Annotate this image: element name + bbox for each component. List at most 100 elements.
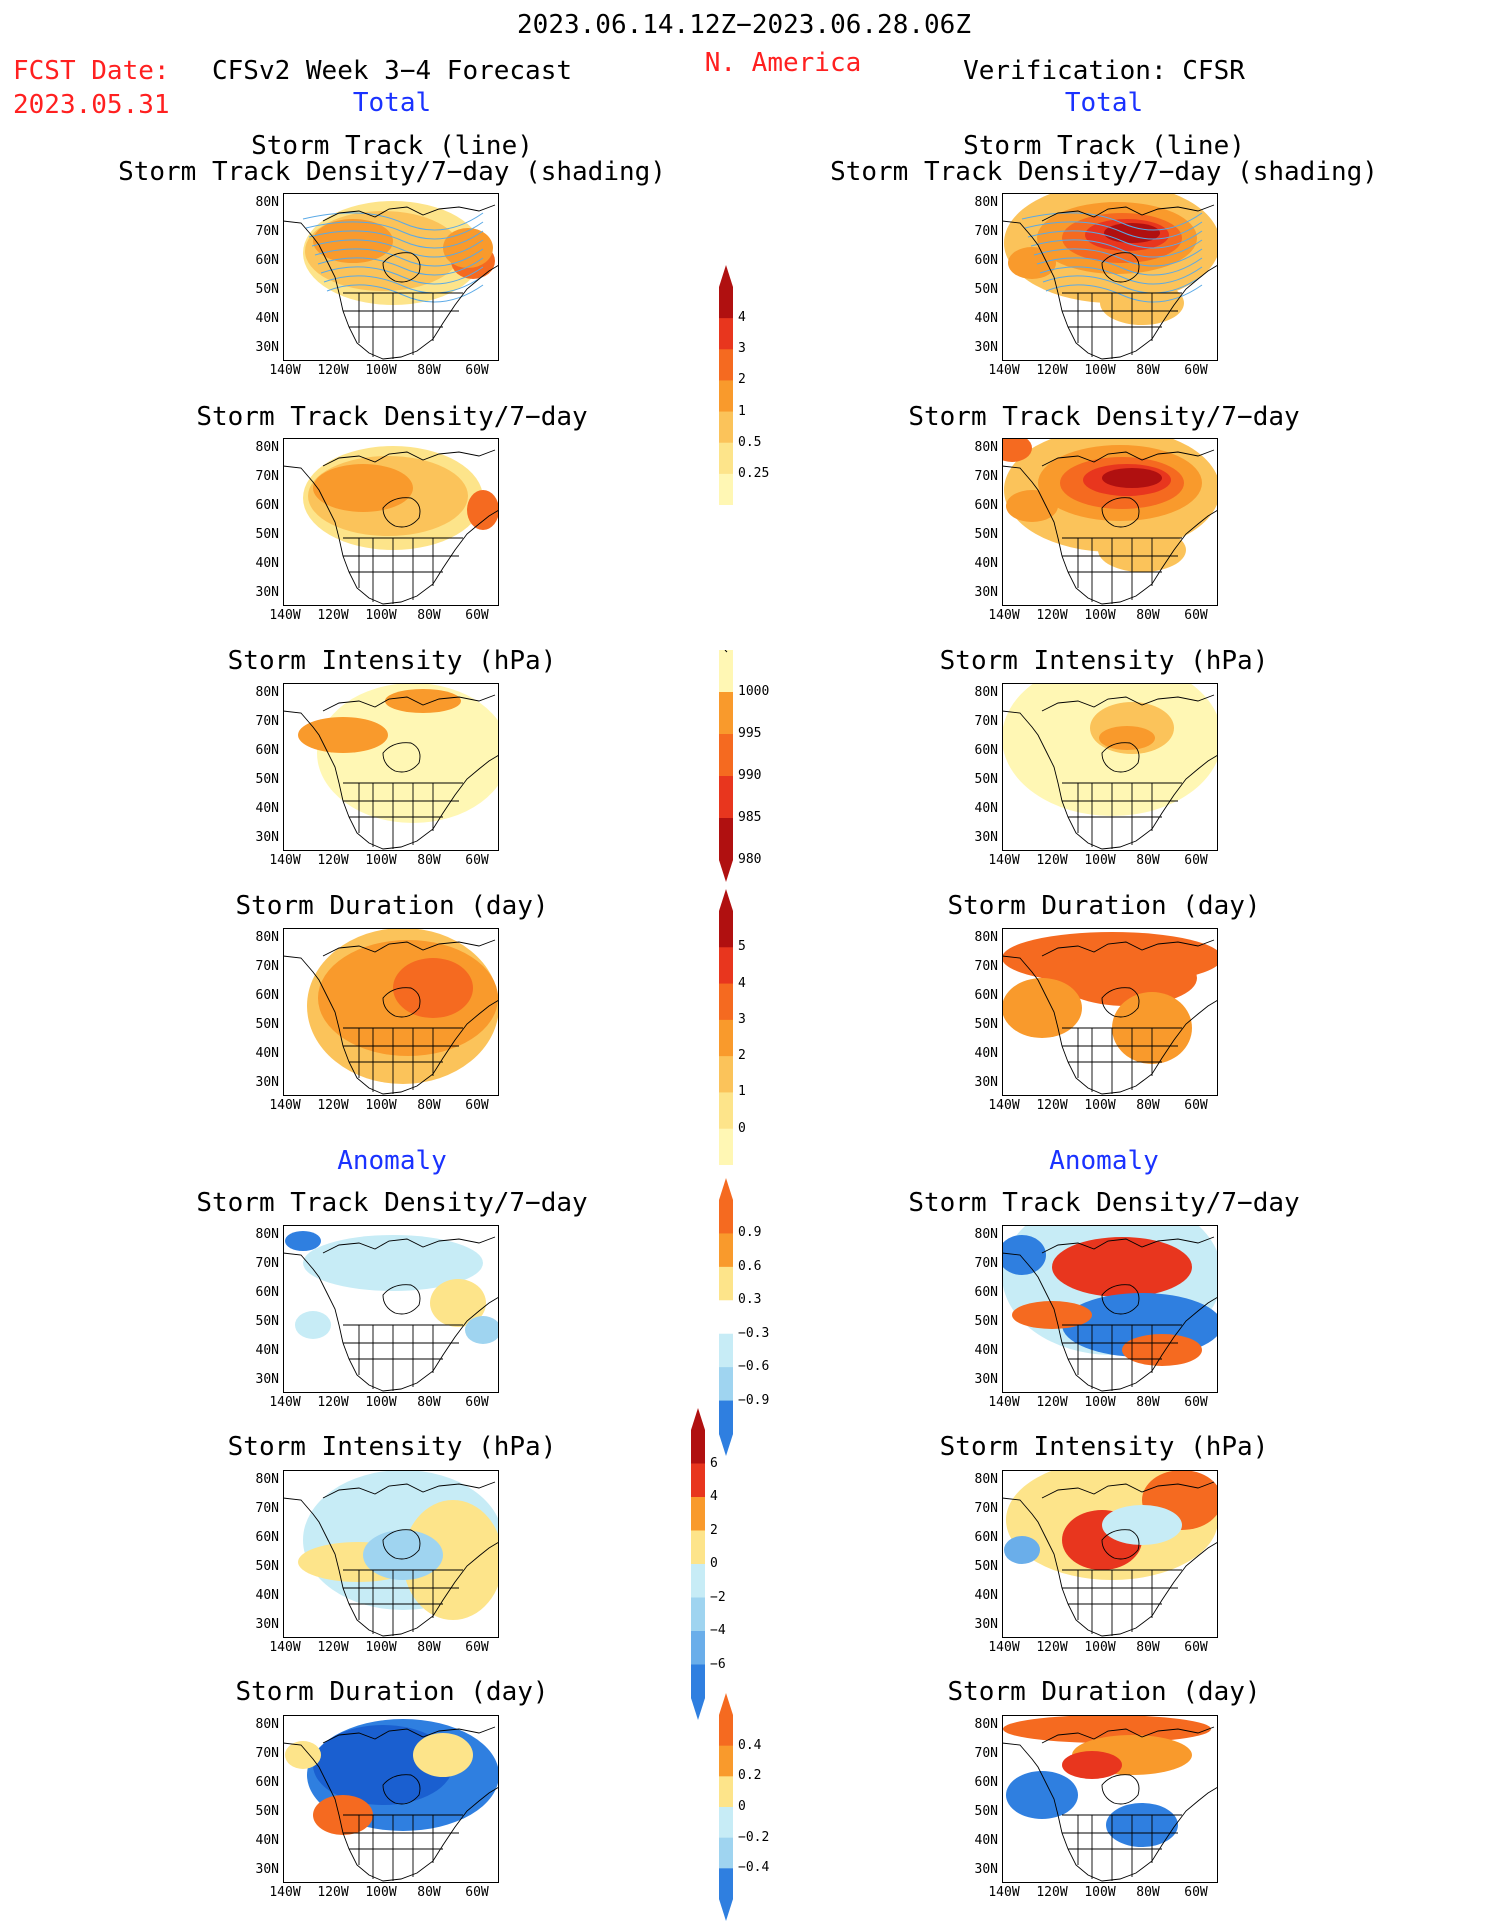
map-boundary <box>1041 1481 1215 1499</box>
colorbar-svg <box>719 265 733 506</box>
lat-tick-label: 70N <box>974 1501 998 1516</box>
fcst-density-title: Storm Track Density/7−day <box>196 402 588 432</box>
ver-density-anomaly-map: 80N 70N 60N 50N 40N 30N 140W 120W 100W 80W 60W <box>975 1225 1218 1410</box>
lon-tick-label: 60W <box>1184 1640 1208 1655</box>
colorbar-segment <box>719 473 733 506</box>
density-total-colorbar: 4 3 2 1 0.5 0.25 <box>718 265 769 509</box>
lat-tick-label: 50N <box>255 527 279 542</box>
shading-region <box>1012 1301 1092 1329</box>
lon-tick-label: 60W <box>1184 1885 1208 1900</box>
lon-tick-label: 60W <box>1184 1395 1208 1410</box>
colorbar-label: 2 <box>738 372 746 388</box>
lon-tick-label: 120W <box>1036 608 1068 623</box>
map-boundary <box>322 939 496 957</box>
lat-tick-label: 40N <box>255 1833 279 1848</box>
colorbar-segment <box>691 1530 705 1565</box>
lat-tick-label: 40N <box>974 1588 998 1603</box>
colorbar-label: 2 <box>738 1048 746 1064</box>
colorbar-segment <box>719 411 733 444</box>
lat-tick-label: 80N <box>974 440 998 455</box>
lon-tick-label: 100W <box>1084 1395 1116 1410</box>
colorbar-label: 5 <box>738 939 746 955</box>
colorbar-label: 3 <box>738 1011 746 1027</box>
colorbar-segment <box>719 1868 733 1900</box>
storm-track-line <box>320 266 484 285</box>
map-frame <box>1002 438 1218 606</box>
map-boundary <box>322 1726 496 1744</box>
storm-track-line <box>308 230 484 249</box>
lat-tick-label: 30N <box>255 1075 279 1090</box>
storm-track-line <box>1033 248 1203 267</box>
colorbar-label: 0 <box>738 1120 746 1136</box>
lat-tick-label: 50N <box>255 1017 279 1032</box>
lon-tick-label: 140W <box>988 1098 1020 1113</box>
lon-tick-label: 140W <box>269 853 301 868</box>
shading-region <box>1002 438 1032 462</box>
colorbar-segment <box>691 1664 705 1699</box>
lat-tick-label: 60N <box>974 498 998 513</box>
fcst-duration-title: Storm Duration (day) <box>235 891 549 921</box>
storm-track-line <box>1036 257 1203 276</box>
shading-region <box>285 1741 321 1769</box>
lat-tick-label: 80N <box>255 440 279 455</box>
map-boundary <box>283 1742 499 1882</box>
lat-tick-label: 50N <box>974 772 998 787</box>
map-boundary <box>382 987 421 1018</box>
colorbar-segment <box>691 1463 705 1498</box>
map-boundary <box>1041 204 1215 222</box>
map-boundary <box>1002 710 1218 850</box>
lat-tick-label: 50N <box>255 1559 279 1574</box>
shading-region <box>430 1279 486 1327</box>
colorbar-segment <box>719 947 733 985</box>
lon-tick-label: 120W <box>1036 1885 1068 1900</box>
lat-tick-label: 70N <box>974 469 998 484</box>
shading-region <box>1004 1536 1040 1564</box>
lon-tick-label: 80W <box>417 853 441 868</box>
map-boundary <box>382 1774 421 1805</box>
colorbar-segment <box>691 1497 705 1531</box>
colorbar-segment <box>719 287 733 319</box>
region-title: N. America <box>704 48 862 78</box>
ver-duration-map: 80N 70N 60N 50N 40N 30N 140W 120W 100W 80W 60W <box>975 928 1218 1113</box>
lat-tick-label: 70N <box>255 224 279 239</box>
map-boundary <box>382 1529 421 1560</box>
lat-tick-label: 80N <box>255 1227 279 1242</box>
colorbar-label: −4 <box>710 1623 726 1638</box>
colorbar-label: 0.25 <box>738 465 770 481</box>
colorbar-arrow-bottom <box>719 860 733 882</box>
map-boundary <box>1041 939 1215 957</box>
lon-tick-label: 100W <box>1084 853 1116 868</box>
shading-region <box>467 490 499 530</box>
lat-tick-label: 70N <box>255 714 279 729</box>
colorbar-label: 980 <box>738 852 762 867</box>
ver-intensity-map: 80N 70N 60N 50N 40N 30N 140W 120W 100W 80W 60W <box>975 683 1218 868</box>
colorbar-segment <box>719 1715 733 1747</box>
lon-tick-label: 140W <box>269 1395 301 1410</box>
map-boundary <box>283 955 499 1095</box>
colorbar-label: 4 <box>738 310 746 326</box>
fcst-intensity-map: 80N 70N 60N 50N 40N 30N 140W 120W 100W 80W 60W <box>256 683 499 868</box>
map-boundary <box>1002 1742 1218 1882</box>
map-frame <box>283 193 499 361</box>
map-frame <box>283 1470 499 1638</box>
colorbar-label: 1 <box>738 403 746 419</box>
map-boundary <box>1002 220 1218 360</box>
lat-tick-label: 30N <box>974 1075 998 1090</box>
lat-tick-label: 50N <box>255 1314 279 1329</box>
colorbar-label: 0.6 <box>738 1258 762 1274</box>
fcst-anomaly-label: Anomaly <box>337 1146 447 1176</box>
lat-tick-label: 30N <box>255 585 279 600</box>
intensity-anomaly-colorbar: 6 4 2 0 −2 −4 −6 <box>690 1408 726 1724</box>
shading-region <box>303 1235 483 1291</box>
lat-tick-label: 50N <box>255 282 279 297</box>
lat-tick-label: 60N <box>974 1285 998 1300</box>
lat-tick-label: 30N <box>255 830 279 845</box>
lon-tick-label: 140W <box>988 363 1020 378</box>
shading-region <box>313 464 413 512</box>
lon-tick-label: 100W <box>365 363 397 378</box>
lon-tick-label: 120W <box>1036 363 1068 378</box>
colorbar-segment <box>691 1631 705 1665</box>
map-frame <box>1002 683 1218 851</box>
map-boundary <box>382 252 421 283</box>
ver-duration-anomaly-map: 80N 70N 60N 50N 40N 30N 140W 120W 100W 80W 60W <box>975 1715 1218 1900</box>
